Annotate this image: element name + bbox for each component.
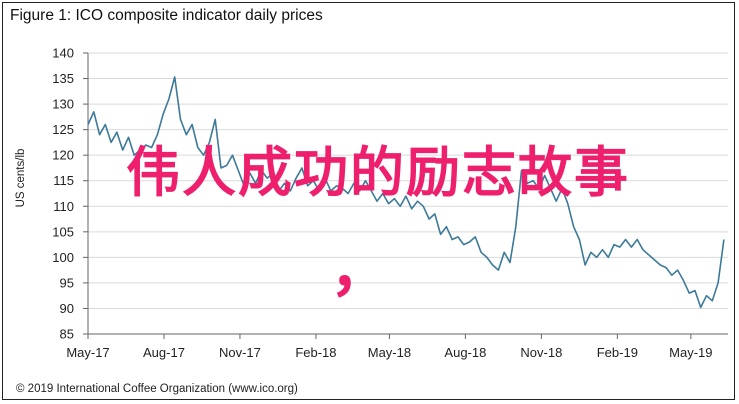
x-tick-label: Feb-18 — [295, 345, 336, 360]
y-tick-label: 120 — [52, 148, 74, 163]
y-tick-label: 115 — [53, 173, 74, 188]
y-tick-label: 110 — [53, 199, 74, 214]
x-tick-label: May-18 — [368, 345, 411, 360]
grid-lines — [88, 52, 728, 309]
copyright-notice: © 2019 International Coffee Organization… — [16, 383, 298, 395]
x-tick-labels: May-17 Aug-17 Nov-17 Feb-18 May-18 Aug-18 Nov-… — [66, 345, 712, 360]
y-tick-labels: 85 90 95 100 105 110 115 120 125 130 135 140 — [52, 46, 74, 342]
axes — [83, 52, 728, 339]
overlay-comma: ， — [330, 235, 390, 305]
y-axis-label: US cents/lb — [15, 149, 27, 208]
x-tick-label: Feb-19 — [597, 345, 638, 360]
y-tick-label: 85 — [60, 327, 74, 342]
x-tick-label: Aug-18 — [444, 345, 486, 360]
y-tick-label: 105 — [52, 224, 74, 239]
x-tick-label: May-17 — [66, 345, 109, 360]
y-tick-label: 130 — [52, 97, 74, 112]
x-tick-label: Nov-18 — [520, 345, 562, 360]
y-tick-label: 95 — [60, 275, 74, 290]
overlay-text: 伟人成功的励志故事 — [126, 141, 630, 204]
x-tick-label: Aug-17 — [143, 345, 185, 360]
y-tick-label: 125 — [52, 122, 74, 137]
y-tick-label: 140 — [52, 46, 74, 61]
price-series-line — [87, 76, 725, 309]
y-tick-label: 135 — [52, 71, 74, 86]
y-tick-label: 90 — [60, 301, 74, 316]
figure-title: Figure 1: ICO composite indicator daily … — [10, 7, 323, 24]
y-tick-label: 100 — [52, 250, 74, 265]
x-tick-label: Nov-17 — [219, 345, 261, 360]
x-tick-label: May-19 — [669, 345, 712, 360]
